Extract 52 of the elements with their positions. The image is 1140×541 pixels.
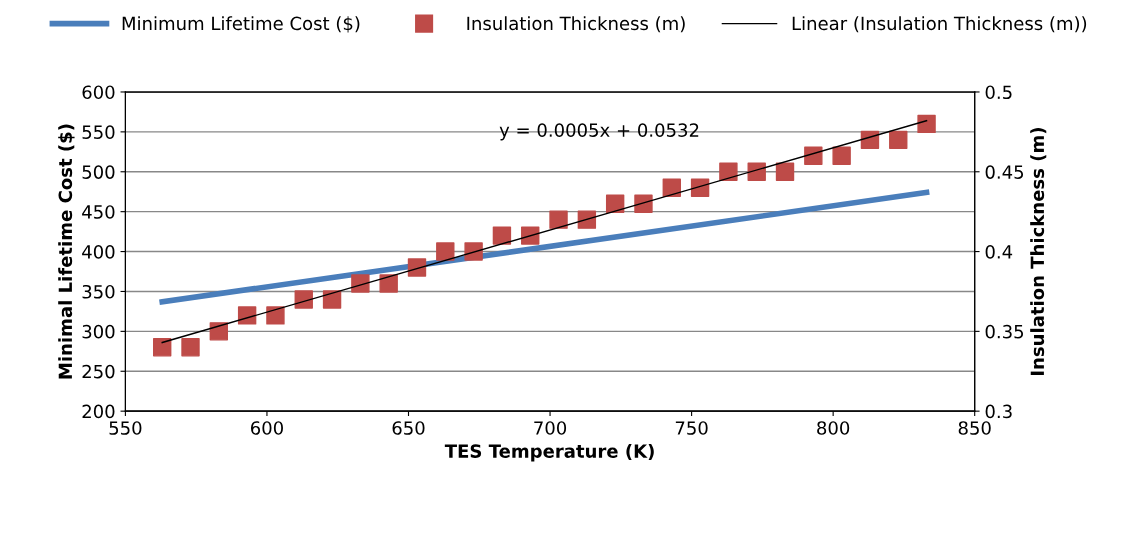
point bbox=[294, 290, 313, 309]
point bbox=[832, 146, 851, 166]
x-tick-label: 600 bbox=[250, 421, 283, 435]
y-tick-label: 400 bbox=[82, 245, 115, 259]
y-tick-label: 550 bbox=[82, 125, 115, 139]
point bbox=[436, 242, 455, 261]
x-tick-label: 750 bbox=[675, 421, 708, 435]
x-tick-label: 700 bbox=[534, 421, 567, 435]
point bbox=[605, 194, 625, 213]
point bbox=[322, 290, 342, 309]
legend-label: Minimum Lifetime Cost ($) bbox=[122, 16, 360, 33]
y-axis-title: Minimal Lifetime Cost ($) bbox=[58, 124, 75, 379]
point bbox=[266, 306, 285, 325]
legend-label: Insulation Thickness (m) bbox=[467, 16, 685, 33]
point bbox=[634, 194, 653, 213]
x-axis-title: TES Temperature (K) bbox=[444, 443, 654, 462]
x-tick-label: 800 bbox=[817, 421, 850, 435]
point bbox=[181, 338, 200, 357]
y2-tick-label: 0.4 bbox=[985, 245, 1013, 259]
legend-label: Linear (Insulation Thickness (m)) bbox=[792, 16, 1087, 33]
point bbox=[804, 146, 823, 166]
point bbox=[407, 258, 427, 277]
point bbox=[549, 210, 568, 229]
y2-tick-label: 0.35 bbox=[985, 324, 1024, 339]
y2-tick-label: 0.5 bbox=[985, 85, 1012, 100]
y-tick-label: 600 bbox=[82, 85, 115, 100]
point bbox=[719, 162, 738, 181]
point bbox=[775, 162, 795, 181]
y2-tick-label: 0.45 bbox=[985, 165, 1024, 179]
y-tick-label: 300 bbox=[82, 324, 115, 339]
y2-axis-title: Insulation Thickness (m) bbox=[1030, 128, 1047, 375]
y-tick-label: 450 bbox=[82, 205, 115, 219]
point bbox=[889, 130, 908, 150]
y-tick-label: 250 bbox=[82, 364, 115, 379]
x-tick-label: 550 bbox=[109, 421, 142, 435]
point bbox=[464, 242, 483, 261]
point bbox=[351, 274, 370, 293]
x-tick-label: 650 bbox=[392, 421, 425, 435]
x-tick-label: 850 bbox=[958, 421, 991, 435]
point bbox=[917, 114, 936, 134]
y-tick-label: 500 bbox=[82, 165, 115, 179]
annotation: y = 0.0005x + 0.0532 bbox=[499, 123, 699, 141]
point bbox=[209, 322, 229, 341]
point bbox=[577, 210, 597, 229]
y-tick-label: 200 bbox=[82, 404, 115, 419]
y2-tick-label: 0.3 bbox=[985, 404, 1012, 419]
point bbox=[492, 226, 512, 245]
point bbox=[153, 338, 172, 357]
y-tick-label: 350 bbox=[82, 284, 115, 299]
point bbox=[379, 274, 398, 293]
point bbox=[237, 306, 257, 325]
point bbox=[521, 226, 540, 245]
